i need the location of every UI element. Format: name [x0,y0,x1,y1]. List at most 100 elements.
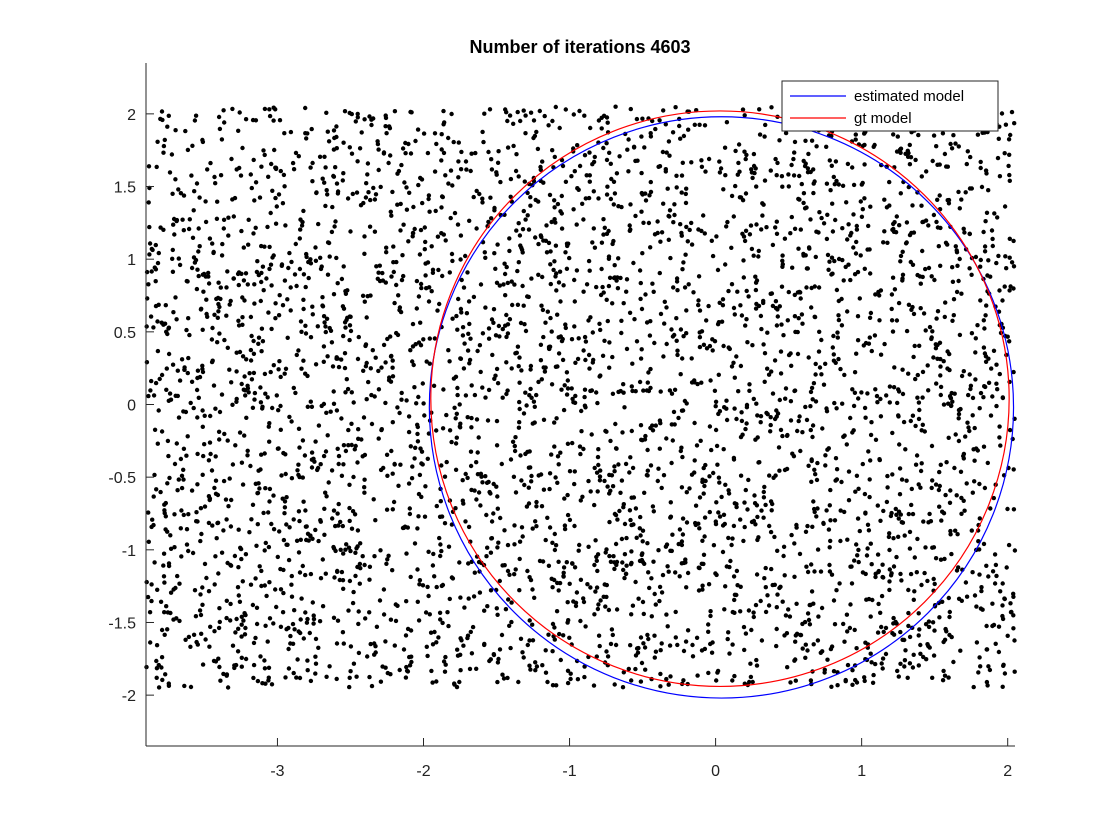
data-point [642,145,647,150]
data-point [565,243,570,249]
data-point [155,348,161,354]
data-point [796,196,801,202]
data-point [938,384,944,390]
data-point [520,283,525,289]
data-point [482,250,487,255]
data-point [946,595,951,601]
data-point [214,216,220,221]
data-point [289,582,294,587]
data-point [547,486,552,492]
data-point [700,479,705,485]
data-point [456,175,461,180]
data-point [684,308,689,313]
data-point [222,431,227,437]
data-point [863,510,868,515]
data-point [260,339,266,344]
data-point [1011,238,1016,244]
data-point [912,343,917,349]
data-point [951,133,956,138]
data-point [301,208,306,214]
data-point [936,600,941,606]
data-point [171,310,176,315]
data-point [241,278,247,283]
data-point [209,337,215,342]
data-point [935,197,940,202]
data-point [288,129,294,135]
data-point [584,173,589,178]
data-point [271,105,276,110]
data-point [748,661,753,666]
data-point [310,304,315,309]
data-point [424,359,429,364]
data-point [612,191,618,196]
data-point [792,150,797,155]
data-point [195,482,200,487]
data-point [814,477,820,483]
data-point [378,679,384,684]
data-point [185,370,190,376]
data-point [469,415,474,421]
data-point [841,434,846,439]
data-point [981,345,987,350]
data-point [645,447,650,453]
data-point [658,671,663,677]
data-point [629,428,634,434]
data-point [569,386,574,391]
data-point [977,406,982,411]
data-point [306,538,311,543]
data-point [993,562,999,568]
data-point [212,629,217,634]
data-point [826,267,831,272]
data-point [438,617,443,622]
data-point [583,624,588,629]
data-point [219,253,225,258]
data-point [689,356,694,361]
data-point [492,251,497,256]
data-point [237,430,243,435]
data-point [650,281,655,286]
data-point [923,622,929,627]
data-point [592,502,597,508]
data-point [896,387,901,392]
data-point [598,468,603,473]
data-point [179,473,185,478]
data-point [751,151,757,157]
data-point [578,451,583,457]
data-point [581,348,586,353]
data-point [605,184,610,189]
data-point [262,244,267,249]
data-point [532,420,537,425]
data-point [459,638,464,643]
data-point [758,414,764,419]
data-point [673,635,678,640]
data-point [731,455,737,461]
data-point [271,527,277,532]
data-point [798,448,803,454]
data-point [271,118,276,123]
data-point [191,208,196,213]
data-point [809,385,815,391]
data-point [495,679,500,685]
data-point [427,612,432,617]
data-point [709,447,714,453]
data-point [501,282,506,287]
data-point [969,272,974,277]
data-point [626,169,631,174]
data-point [646,220,652,226]
data-point [978,664,983,669]
data-point [761,489,766,495]
data-point [784,466,790,472]
data-point [611,179,617,184]
data-point [744,152,749,158]
data-point [798,296,803,301]
data-point [644,388,650,393]
data-point [192,118,198,123]
data-point [944,460,949,465]
data-point [415,526,420,531]
data-point [292,627,297,632]
data-point [713,519,718,524]
data-point [273,195,278,201]
data-point [881,508,886,514]
data-point [160,677,165,683]
data-point [386,160,391,166]
